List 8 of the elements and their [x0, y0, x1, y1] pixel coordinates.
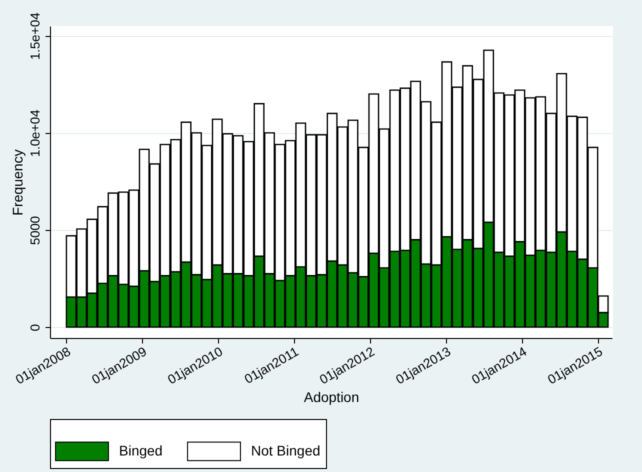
- x-axis-title: Adoption: [304, 389, 360, 406]
- y-tick-label: 5000: [28, 216, 42, 245]
- y-tick-label: 1.5e+04: [28, 12, 42, 60]
- y-tick-label: 0: [28, 324, 42, 332]
- y-axis-title: Frequency: [10, 149, 26, 216]
- legend-label: Not Binged: [251, 442, 320, 458]
- y-tick-label: 1.0e+04: [28, 110, 42, 158]
- legend-label: Binged: [119, 442, 163, 458]
